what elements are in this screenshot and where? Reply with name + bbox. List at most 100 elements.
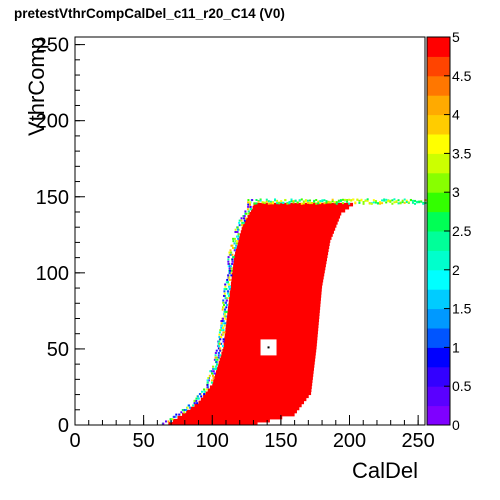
heatmap-cell xyxy=(229,269,232,272)
heatmap-cell xyxy=(304,200,307,203)
heatmap-cell xyxy=(183,409,186,412)
heatmap-cell xyxy=(383,199,386,202)
heatmap-row xyxy=(203,394,309,399)
heatmap-cell xyxy=(214,351,217,354)
heatmap-cell xyxy=(344,198,347,201)
heatmap-cell xyxy=(220,324,223,327)
heatmap-row xyxy=(219,358,316,362)
heatmap-cell xyxy=(296,201,299,204)
heatmap-row xyxy=(228,300,321,304)
heatmap-cell xyxy=(323,199,326,202)
heatmap-cell xyxy=(180,411,183,414)
heatmap-cell xyxy=(229,272,232,275)
heatmap-cell xyxy=(416,200,419,203)
heatmap-row xyxy=(220,355,316,359)
heatmap-cell xyxy=(274,198,277,201)
heatmap-row xyxy=(231,278,324,283)
palette-tick-label: 0.5 xyxy=(452,378,472,394)
y-axis: 0 50 100 150 200 250 xyxy=(36,35,85,437)
heatmap-cell xyxy=(221,308,224,311)
heatmap-cell xyxy=(231,253,234,256)
heatmap-row xyxy=(225,327,319,332)
heatmap-row xyxy=(205,391,312,396)
heatmap-cell xyxy=(346,199,349,202)
heatmap-row xyxy=(230,281,323,286)
heatmap-row xyxy=(233,263,326,268)
y-tick-label: 0 xyxy=(58,415,69,437)
heatmap-cell xyxy=(247,205,250,208)
heatmap-cell xyxy=(230,274,233,277)
heatmap-cell xyxy=(225,299,228,302)
palette-swatch xyxy=(427,231,450,251)
heatmap-cell xyxy=(228,278,231,281)
heatmap-cell xyxy=(292,200,295,203)
heatmap-row xyxy=(252,205,350,210)
heatmap-cell xyxy=(217,351,220,354)
heatmap-cell xyxy=(215,367,218,370)
heatmap-cell xyxy=(231,246,234,249)
heatmap-row xyxy=(244,221,338,225)
heatmap-cell xyxy=(341,198,344,201)
heatmap-cell xyxy=(348,202,351,205)
heatmap-cell xyxy=(214,354,217,357)
heatmap-cell xyxy=(362,202,365,205)
heatmap-cell xyxy=(226,297,229,300)
heatmap-cell xyxy=(215,349,218,352)
heatmap-row xyxy=(239,236,332,240)
heatmap-row xyxy=(225,324,319,329)
heatmap-cell xyxy=(222,299,225,302)
heatmap-cell xyxy=(218,333,221,336)
heatmap-row xyxy=(227,312,320,316)
heatmap-cell xyxy=(210,370,213,373)
heatmap-cell xyxy=(300,198,303,201)
heatmap-cell xyxy=(205,388,208,391)
heatmap-row xyxy=(232,266,326,271)
heatmap-cell xyxy=(282,201,285,204)
heatmap-cell xyxy=(222,338,225,341)
heatmap-cell xyxy=(215,363,218,366)
heatmap-cell xyxy=(374,201,377,204)
palette-swatch xyxy=(427,250,450,271)
y-tick-label: 250 xyxy=(36,35,69,57)
heatmap-cell xyxy=(401,201,404,204)
heatmap-cell xyxy=(265,198,268,201)
palette-swatch xyxy=(427,37,450,57)
heatmap-row xyxy=(229,294,322,298)
heatmap-cell xyxy=(240,219,243,222)
heatmap-cell xyxy=(306,201,309,204)
heatmap-cell xyxy=(223,315,226,318)
heatmap-cell xyxy=(335,201,338,204)
heatmap-cell xyxy=(227,260,230,263)
heatmap-cell xyxy=(249,208,252,211)
heatmap-cell xyxy=(222,322,225,325)
heatmap-cell xyxy=(212,377,215,380)
heatmap-cell xyxy=(229,265,232,268)
heatmap-cell xyxy=(302,202,305,205)
palette-swatch xyxy=(427,114,450,135)
palette-swatch xyxy=(427,192,450,213)
heatmap-cell xyxy=(246,208,249,211)
palette-tick-label: 1.5 xyxy=(452,301,472,317)
heatmap-cell xyxy=(164,420,167,423)
heatmap-cell xyxy=(253,202,256,205)
heatmap-cell xyxy=(395,200,398,203)
heatmap-cell xyxy=(309,202,312,205)
heatmap-cell xyxy=(219,329,222,332)
heatmap-cell xyxy=(235,240,238,243)
palette-swatch xyxy=(427,289,450,310)
heatmap-cell xyxy=(217,356,220,359)
heatmap-cell xyxy=(225,288,228,291)
heatmap-cell xyxy=(236,235,239,238)
heatmap-row xyxy=(240,230,334,234)
heatmap-row xyxy=(230,285,323,289)
palette-swatch xyxy=(427,269,450,290)
heatmap-cell xyxy=(247,210,250,213)
heatmap-row xyxy=(227,306,321,310)
heatmap-row xyxy=(225,330,318,335)
heatmap-cell xyxy=(387,200,390,203)
y-tick-label: 200 xyxy=(36,111,69,133)
heatmap-cell xyxy=(234,231,237,233)
heatmap-cell xyxy=(231,258,234,261)
heatmap-cell xyxy=(372,201,375,204)
heatmap-cell xyxy=(335,202,338,205)
